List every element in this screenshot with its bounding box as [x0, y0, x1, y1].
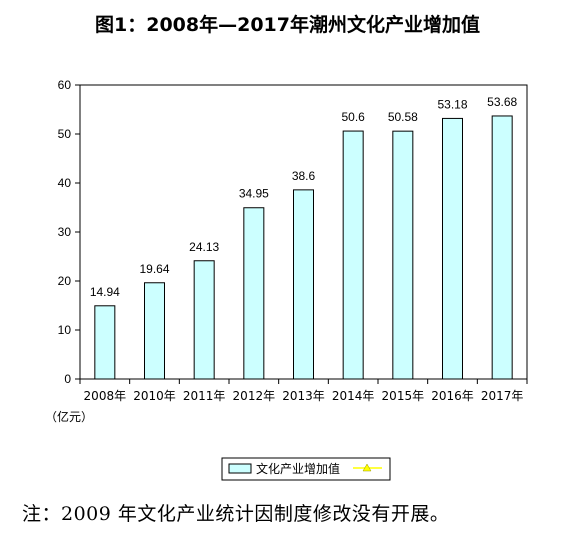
unit-label: （亿元） [45, 409, 93, 424]
bar [491, 115, 513, 380]
data-label: 19.64 [139, 262, 169, 276]
x-tick-label: 2017年 [481, 389, 524, 403]
y-tick-label: 20 [58, 274, 72, 288]
y-tick-label: 60 [58, 78, 72, 92]
x-tick-label: 2014年 [332, 389, 375, 403]
bar [392, 130, 414, 380]
data-label: 50.58 [388, 110, 418, 124]
data-label: 53.18 [437, 97, 467, 111]
legend: 文化产业增加值 [221, 457, 391, 481]
data-label: 24.13 [189, 240, 219, 254]
bars [94, 115, 513, 380]
footnote: 注：2009 年文化产业统计因制度修改没有开展。 [22, 503, 450, 525]
axes: 0 10 20 30 40 50 60 2008年 2010年 2011年 2012年 2013年 20… [58, 78, 528, 403]
legend-box [221, 457, 391, 481]
y-tick-label: 10 [58, 323, 72, 337]
y-tick-label: 40 [58, 176, 72, 190]
x-tick-label: 2016年 [431, 389, 474, 403]
x-tick-label: 2012年 [233, 389, 276, 403]
bar [293, 189, 314, 380]
legend-triangle-marker [362, 463, 372, 472]
x-tick-label: 2011年 [183, 389, 226, 403]
x-tick-label: 2008年 [84, 389, 127, 403]
bar [243, 207, 265, 380]
legend-label: 文化产业增加值 [256, 461, 340, 476]
bar [193, 260, 215, 380]
data-label: 14.94 [90, 285, 120, 299]
data-label: 50.6 [341, 110, 365, 124]
chart-title: 图1：2008年—2017年潮州文化产业增加值 [95, 14, 480, 36]
x-tick-label: 2015年 [382, 389, 425, 403]
y-tick-label: 0 [64, 372, 71, 386]
bar [144, 282, 165, 380]
data-label: 53.68 [487, 95, 517, 109]
bar [94, 305, 116, 380]
y-tick-label: 50 [58, 127, 72, 141]
data-label: 38.6 [292, 169, 316, 183]
legend-swatch [228, 463, 252, 474]
bar [342, 130, 364, 380]
bar [442, 117, 463, 380]
x-tick-label: 2013年 [282, 389, 325, 403]
data-labels: 14.94 19.64 24.13 34.95 38.6 50.6 50.58 53.18 53… [90, 95, 518, 299]
y-tick-label: 30 [58, 225, 72, 239]
x-tick-label: 2010年 [133, 389, 176, 403]
data-label: 34.95 [239, 187, 269, 201]
